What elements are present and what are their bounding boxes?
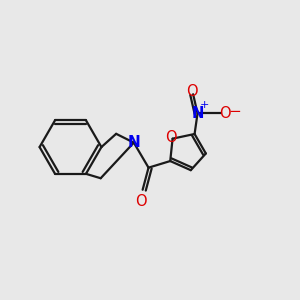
Text: O: O bbox=[135, 194, 147, 209]
Text: N: N bbox=[128, 135, 140, 150]
Text: O: O bbox=[165, 130, 177, 145]
Text: O: O bbox=[186, 84, 197, 99]
Text: N: N bbox=[191, 106, 204, 121]
Text: −: − bbox=[228, 104, 241, 119]
Text: O: O bbox=[219, 106, 230, 121]
Text: +: + bbox=[199, 100, 209, 110]
